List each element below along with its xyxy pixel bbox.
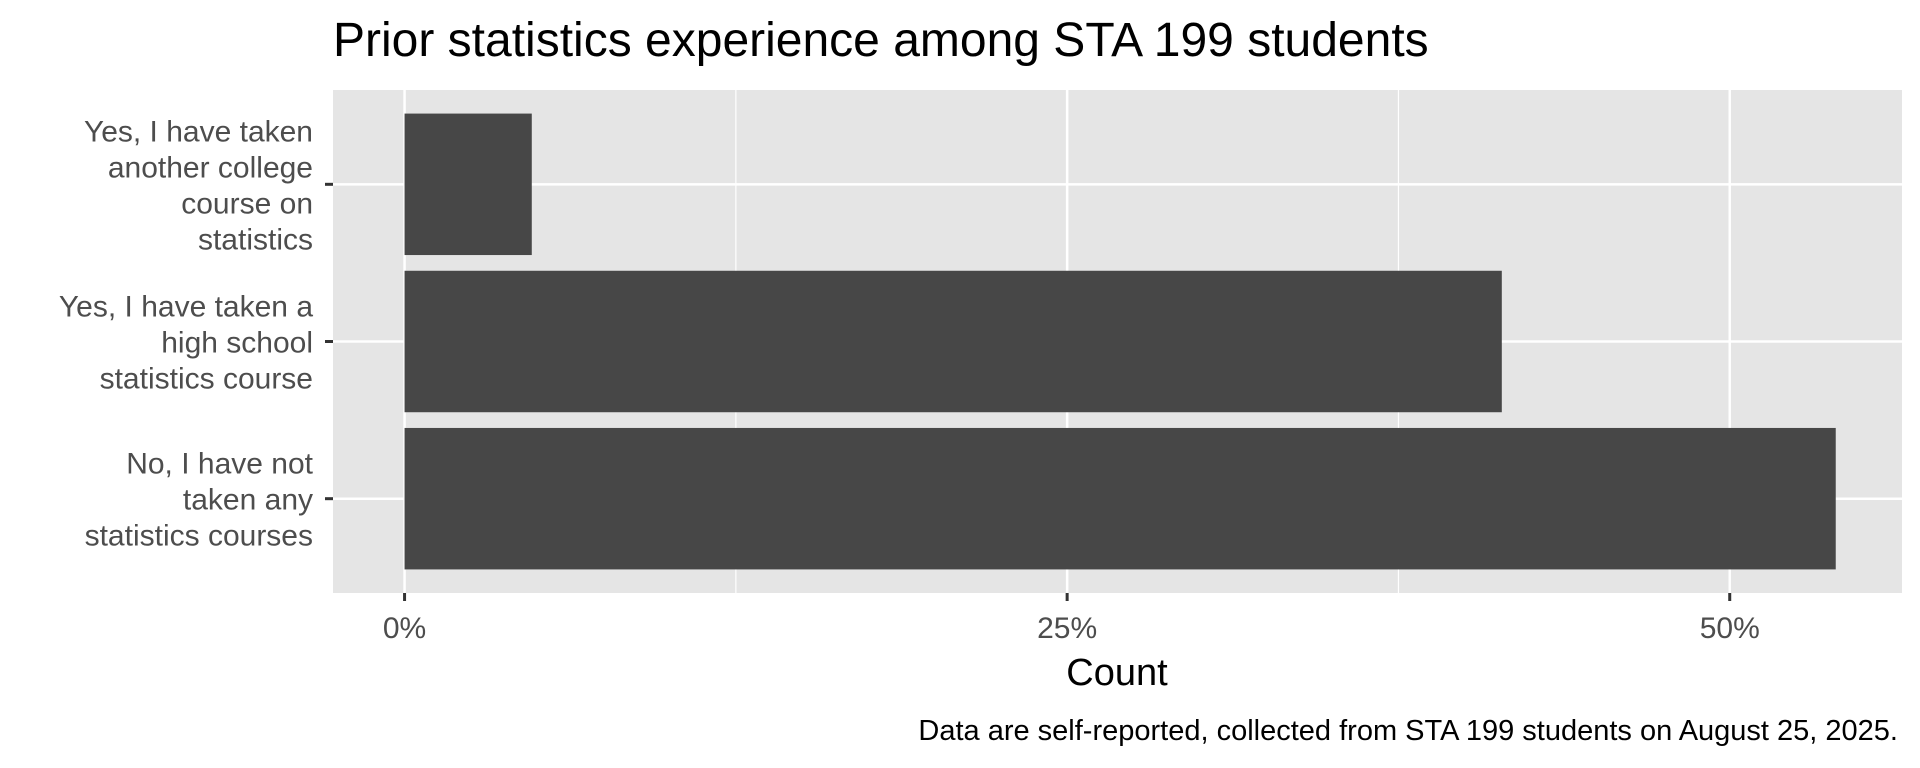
- bar: [404, 427, 1836, 570]
- chart-caption: Data are self-reported, collected from S…: [918, 715, 1898, 747]
- bar: [404, 270, 1502, 413]
- x-axis-labels: 0% 25% 50%: [383, 612, 1760, 645]
- chart-title: Prior statistics experience among STA 19…: [333, 14, 1429, 67]
- y-axis-labels: Yes, I have taken another college course o…: [59, 115, 314, 552]
- x-axis-ticks: [403, 593, 1732, 601]
- y-tick-label: No, I have not taken any statistics course…: [85, 448, 314, 553]
- x-tick-label: 25%: [1037, 612, 1097, 645]
- x-tick-label: 50%: [1700, 612, 1760, 645]
- x-axis-title: Count: [1066, 652, 1168, 694]
- y-tick-label: Yes, I have taken another college course o…: [84, 115, 313, 256]
- bars: [404, 113, 1836, 570]
- y-tick-label: Yes, I have taken a high school statistics…: [59, 291, 313, 396]
- y-axis-ticks: [325, 182, 333, 501]
- bar: [404, 113, 532, 256]
- x-tick-label: 0%: [383, 612, 426, 645]
